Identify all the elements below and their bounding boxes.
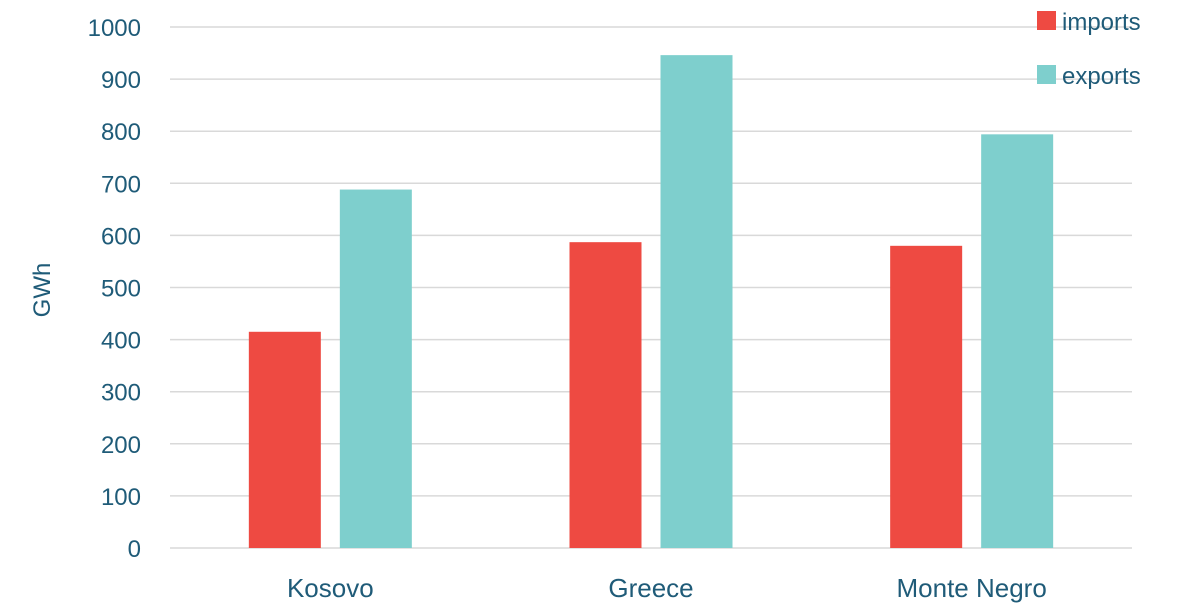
y-tick-label: 700: [101, 171, 141, 198]
y-axis-ticks: 0 100 200 300 400 500 600 700 800 900 1000: [88, 15, 141, 563]
bar-imports-1: [569, 242, 642, 548]
legend-label: exports: [1062, 63, 1141, 90]
y-tick-label: 100: [101, 484, 141, 511]
bar-exports-1: [660, 55, 733, 548]
bar-imports-2: [890, 245, 963, 548]
bar-exports-2: [981, 134, 1054, 549]
grid: [170, 26, 1132, 549]
legend-swatch: [1037, 11, 1056, 30]
legend-swatch: [1037, 65, 1056, 84]
y-tick-label: 1000: [88, 15, 141, 42]
x-category-label: Monte Negro: [897, 573, 1047, 603]
legend-item-imports: imports: [1037, 9, 1141, 36]
y-tick-label: 500: [101, 276, 141, 303]
x-category-label: Kosovo: [287, 573, 374, 603]
bars: [248, 55, 1054, 549]
y-tick-label: 400: [101, 328, 141, 355]
bar-imports-0: [248, 331, 321, 548]
x-category-label: Greece: [608, 573, 693, 603]
legend: imports exports: [1037, 9, 1141, 90]
y-axis-label: GWh: [29, 263, 56, 318]
x-axis-categories: Kosovo Greece Monte Negro: [287, 573, 1047, 603]
y-tick-label: 0: [128, 536, 141, 563]
y-tick-label: 300: [101, 380, 141, 407]
y-tick-label: 800: [101, 119, 141, 146]
legend-label: imports: [1062, 9, 1141, 36]
bar-exports-0: [339, 189, 412, 548]
legend-item-exports: exports: [1037, 63, 1141, 90]
y-tick-label: 900: [101, 67, 141, 94]
y-tick-label: 200: [101, 432, 141, 459]
y-tick-label: 600: [101, 223, 141, 250]
